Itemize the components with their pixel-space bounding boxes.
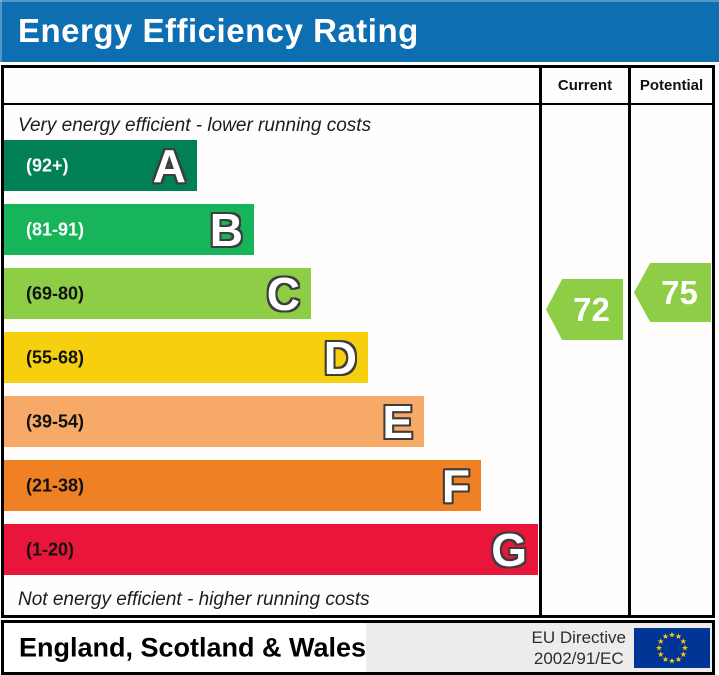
eu-flag-star: ★ — [680, 650, 687, 659]
footer-bar: England, Scotland & Wales EU Directive 2… — [1, 620, 715, 675]
band-range-label: (1-20) — [26, 539, 75, 559]
band-row-a: (92+) A — [4, 140, 197, 191]
current-header-label: Current — [557, 77, 613, 94]
current-column: 72 — [539, 105, 628, 615]
eu-directive-line1: EU Directive — [531, 627, 626, 647]
region-label: England, Scotland & Wales — [19, 632, 367, 662]
eu-flag-star: ★ — [662, 632, 669, 641]
band-range-label: (69-80) — [26, 283, 85, 303]
band-range-label: (92+) — [26, 155, 69, 175]
band-range-label: (21-38) — [26, 475, 85, 495]
potential-column-header: Potential — [628, 68, 712, 105]
eu-flag-star: ★ — [675, 632, 682, 641]
eu-flag-star: ★ — [668, 656, 675, 665]
potential-column: 75 — [628, 105, 712, 615]
current-column-header: Current — [539, 68, 628, 105]
band-column-header — [4, 68, 539, 105]
page-title: Energy Efficiency Rating — [18, 12, 419, 49]
band-row-g: (1-20) G — [4, 524, 538, 575]
bands-list: (92+) A (81-91) B (69-80) C (55-68) D (3… — [4, 140, 539, 588]
band-letter: B — [209, 203, 243, 256]
band-range-label: (55-68) — [26, 347, 85, 367]
eu-flag-star: ★ — [675, 654, 682, 663]
band-letter: E — [382, 395, 413, 448]
title-bar: Energy Efficiency Rating — [0, 0, 719, 62]
eu-flag-star: ★ — [668, 630, 675, 639]
band-row-f: (21-38) F — [4, 460, 481, 511]
band-row-b: (81-91) B — [4, 204, 254, 255]
eu-flag-star: ★ — [657, 637, 664, 646]
eu-flag-star: ★ — [680, 637, 687, 646]
band-row-d: (55-68) D — [4, 332, 368, 383]
top-note: Very energy efficient - lower running co… — [18, 115, 372, 136]
potential-rating-arrow: 75 — [634, 263, 711, 322]
band-letter: A — [152, 139, 186, 192]
current-rating-arrow: 72 — [546, 279, 623, 340]
eu-directive-line2: 2002/91/EC — [533, 648, 624, 668]
band-row-e: (39-54) E — [4, 396, 424, 447]
eu-directive-box: EU Directive 2002/91/EC ★ ★ ★ ★ ★ ★ ★ ★ … — [366, 623, 712, 672]
eu-flag-icon: ★ ★ ★ ★ ★ ★ ★ ★ ★ ★ ★ ★ — [634, 627, 710, 668]
potential-header-label: Potential — [639, 77, 704, 94]
band-letter: G — [491, 523, 527, 576]
band-range-label: (39-54) — [26, 411, 85, 431]
potential-rating-value: 75 — [661, 273, 698, 311]
eu-flag-star: ★ — [681, 643, 688, 652]
eu-flag-star: ★ — [657, 650, 664, 659]
eu-flag-star: ★ — [655, 643, 662, 652]
band-letter: F — [441, 459, 470, 512]
eu-flag-star: ★ — [662, 654, 669, 663]
current-rating-value: 72 — [573, 290, 610, 328]
band-row-c: (69-80) C — [4, 268, 311, 319]
band-letter: C — [266, 267, 300, 320]
bands-area: Very energy efficient - lower running co… — [4, 105, 539, 615]
band-range-label: (81-91) — [26, 219, 85, 239]
eu-directive-text: EU Directive 2002/91/EC — [532, 627, 626, 669]
rating-table: Current Potential Very energy efficient … — [1, 65, 715, 618]
bottom-note: Not energy efficient - higher running co… — [18, 589, 370, 610]
band-letter: D — [323, 331, 357, 384]
